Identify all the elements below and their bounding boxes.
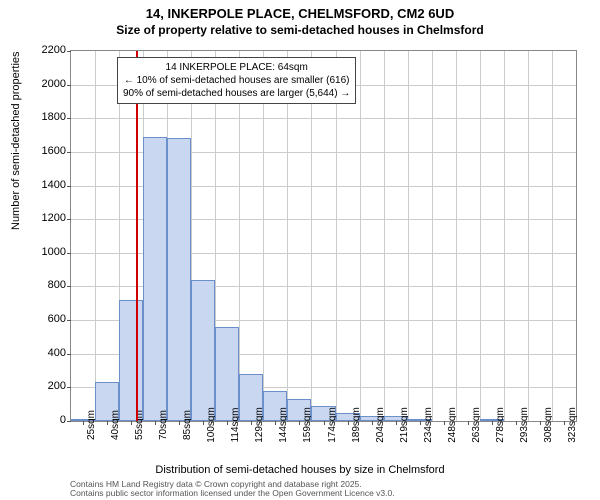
gridline-v: [287, 51, 288, 421]
xtick-mark: [251, 421, 252, 425]
xtick-mark: [444, 421, 445, 425]
ytick-mark: [67, 253, 71, 254]
ytick-mark: [67, 51, 71, 52]
chart-title: 14, INKERPOLE PLACE, CHELMSFORD, CM2 6UD: [0, 0, 600, 21]
ytick-mark: [67, 152, 71, 153]
histogram-bar: [167, 138, 191, 421]
gridline-v: [311, 51, 312, 421]
gridline-v: [504, 51, 505, 421]
xtick-mark: [396, 421, 397, 425]
annotation-box: 14 INKERPOLE PLACE: 64sqm ← 10% of semi-…: [117, 57, 356, 104]
xtick-mark: [299, 421, 300, 425]
gridline-v: [95, 51, 96, 421]
footnote-line2: Contains public sector information licen…: [70, 489, 395, 498]
xtick-mark: [348, 421, 349, 425]
xtick-label: 323sqm: [567, 407, 578, 443]
xtick-mark: [420, 421, 421, 425]
gridline-v: [336, 51, 337, 421]
ytick-label: 2200: [26, 44, 66, 56]
ytick-label: 1000: [26, 246, 66, 258]
histogram-bar: [143, 137, 167, 421]
y-axis-label: Number of semi-detached properties: [10, 51, 22, 230]
ytick-label: 1800: [26, 111, 66, 123]
ytick-mark: [67, 118, 71, 119]
ytick-mark: [67, 354, 71, 355]
ytick-label: 400: [26, 347, 66, 359]
annotation-line1: 14 INKERPOLE PLACE: 64sqm: [123, 61, 350, 74]
ytick-label: 1600: [26, 145, 66, 157]
xtick-mark: [540, 421, 541, 425]
x-axis-label: Distribution of semi-detached houses by …: [0, 464, 600, 476]
chart-subtitle: Size of property relative to semi-detach…: [0, 21, 600, 37]
annotation-line3: 90% of semi-detached houses are larger (…: [123, 87, 350, 100]
xtick-mark: [155, 421, 156, 425]
histogram-bar: [119, 300, 143, 421]
ytick-label: 200: [26, 380, 66, 392]
xtick-mark: [324, 421, 325, 425]
gridline-v: [263, 51, 264, 421]
xtick-mark: [492, 421, 493, 425]
xtick-mark: [203, 421, 204, 425]
ytick-mark: [67, 186, 71, 187]
gridline-v: [384, 51, 385, 421]
gridline-v: [432, 51, 433, 421]
xtick-mark: [275, 421, 276, 425]
ytick-mark: [67, 387, 71, 388]
xtick-mark: [564, 421, 565, 425]
xtick-mark: [131, 421, 132, 425]
gridline-v: [456, 51, 457, 421]
ytick-mark: [67, 219, 71, 220]
xtick-mark: [372, 421, 373, 425]
marker-line: [136, 51, 138, 421]
ytick-label: 2000: [26, 78, 66, 90]
xtick-mark: [227, 421, 228, 425]
xtick-mark: [468, 421, 469, 425]
xtick-mark: [516, 421, 517, 425]
xtick-mark: [107, 421, 108, 425]
ytick-label: 0: [26, 414, 66, 426]
gridline-v: [480, 51, 481, 421]
gridline-h: [71, 118, 576, 119]
ytick-label: 1400: [26, 179, 66, 191]
ytick-label: 1200: [26, 212, 66, 224]
gridline-v: [360, 51, 361, 421]
footnote: Contains HM Land Registry data © Crown c…: [70, 480, 395, 499]
ytick-mark: [67, 85, 71, 86]
ytick-label: 600: [26, 313, 66, 325]
ytick-mark: [67, 320, 71, 321]
gridline-v: [552, 51, 553, 421]
gridline-v: [528, 51, 529, 421]
ytick-mark: [67, 286, 71, 287]
gridline-v: [408, 51, 409, 421]
xtick-mark: [83, 421, 84, 425]
xtick-mark: [179, 421, 180, 425]
ytick-mark: [67, 421, 71, 422]
gridline-v: [239, 51, 240, 421]
chart-container: 14, INKERPOLE PLACE, CHELMSFORD, CM2 6UD…: [0, 0, 600, 500]
ytick-label: 800: [26, 279, 66, 291]
annotation-line2: ← 10% of semi-detached houses are smalle…: [123, 74, 350, 87]
plot-area: 25sqm40sqm55sqm70sqm85sqm100sqm114sqm129…: [70, 50, 577, 422]
histogram-bar: [191, 280, 215, 421]
